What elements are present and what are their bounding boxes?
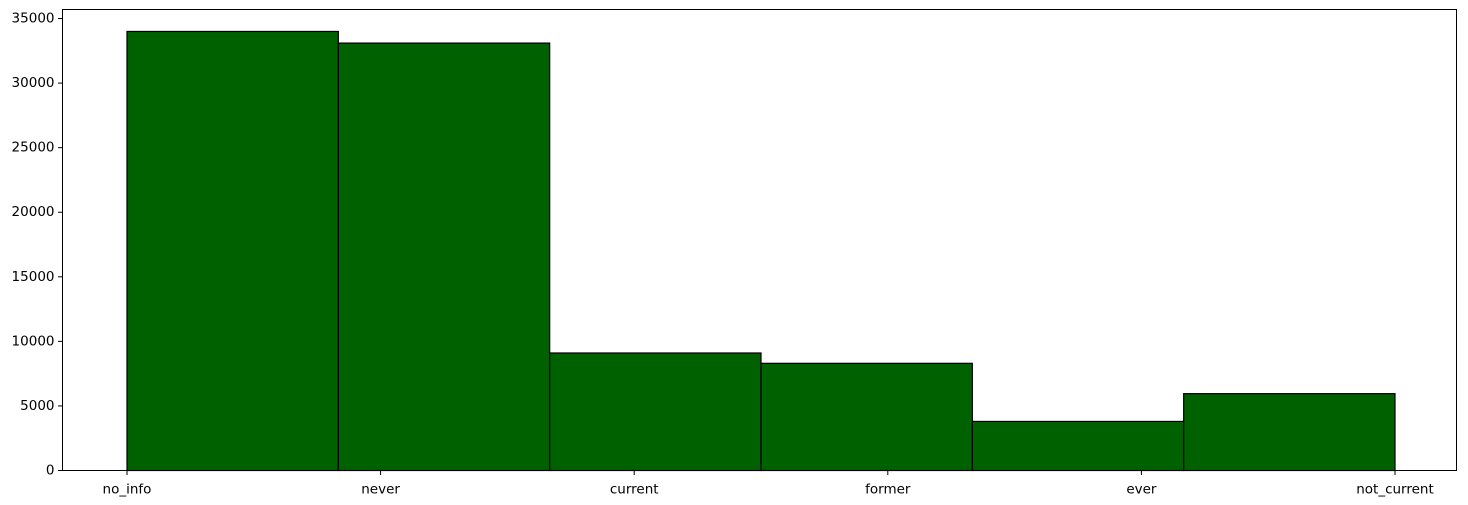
bar-never (337, 42, 551, 472)
bar-ever (971, 420, 1185, 472)
y-tick-label: 5000 (20, 398, 54, 414)
y-tick-label: 20000 (12, 204, 55, 220)
bar-former (760, 362, 973, 472)
bar-not-current (1183, 393, 1396, 472)
y-axis: 0 5000 10000 15000 20000 25000 30000 35000 (12, 11, 63, 479)
y-tick-label: 10000 (12, 333, 55, 349)
y-tick-label: 0 (46, 463, 55, 479)
y-tick-label: 15000 (12, 269, 55, 285)
y-tick-label: 35000 (12, 11, 55, 27)
x-axis: no_info never current former ever not_current (103, 470, 1434, 498)
x-tick-label: current (610, 482, 659, 498)
y-tick-label: 30000 (12, 75, 55, 91)
x-tick-label: not_current (1356, 482, 1434, 498)
y-tick-label: 25000 (12, 140, 55, 156)
bar-no-info (126, 30, 339, 472)
x-tick-label: former (865, 482, 911, 498)
x-tick-label: ever (1126, 482, 1157, 498)
plot-frame (62, 9, 1457, 471)
x-tick-label: never (361, 482, 400, 498)
bars-layer (126, 30, 1396, 472)
x-tick-label: no_info (103, 482, 152, 498)
bar-current (549, 352, 762, 472)
